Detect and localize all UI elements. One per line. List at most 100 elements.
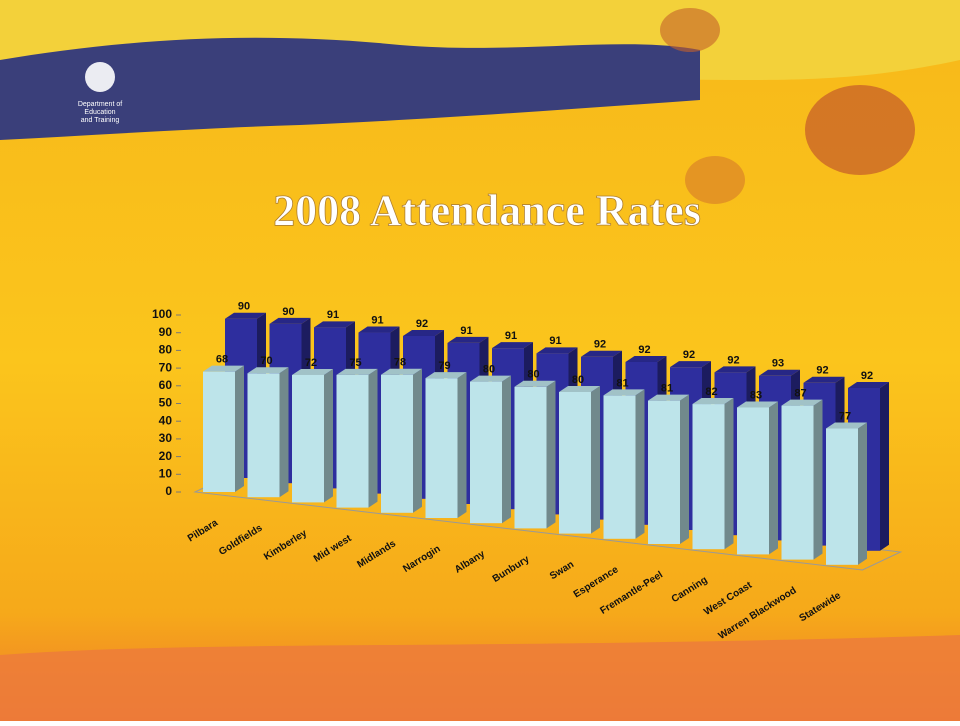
bar-top — [403, 329, 444, 336]
value-label: 91 — [371, 314, 383, 326]
value-label: 80 — [572, 374, 584, 386]
bar-top — [692, 398, 734, 405]
value-label: 90 — [238, 301, 250, 313]
bar-top — [314, 321, 355, 328]
bar-side — [724, 398, 734, 550]
bar — [470, 381, 502, 524]
value-label: 92 — [727, 354, 739, 366]
value-label: 91 — [505, 330, 517, 342]
turtle-decoration — [660, 8, 720, 52]
bar — [292, 374, 324, 503]
value-label: 68 — [216, 354, 228, 366]
bar — [336, 374, 369, 508]
bar-top — [648, 394, 689, 401]
value-label: 83 — [750, 389, 762, 401]
bar — [203, 371, 235, 492]
value-label: 91 — [460, 325, 472, 337]
value-label: 78 — [394, 357, 406, 369]
bar-top — [559, 386, 600, 392]
turtle-decoration — [805, 85, 915, 175]
bar-top — [470, 375, 511, 382]
y-tick-label: 70 — [159, 360, 173, 374]
value-label: 91 — [327, 309, 339, 321]
value-label: 92 — [594, 339, 606, 351]
value-label: 81 — [661, 383, 673, 395]
logo-text: Department of — [78, 101, 122, 108]
bar-side — [324, 368, 333, 503]
value-label: 93 — [772, 358, 784, 370]
bar-side — [235, 365, 244, 492]
bar-side — [591, 386, 600, 534]
bar-top — [803, 376, 845, 383]
chart-title: 2008 Attendance Rates — [273, 186, 701, 235]
bar-side — [680, 394, 689, 544]
bar — [781, 405, 814, 560]
bar-top — [336, 368, 378, 375]
bar-top — [492, 342, 533, 349]
bar-top — [381, 368, 422, 375]
bar-side — [769, 401, 778, 555]
bar-top — [826, 422, 867, 429]
y-tick-label: 10 — [159, 466, 173, 480]
bar-top — [670, 361, 711, 368]
bar-top — [536, 347, 578, 354]
bottom-band — [0, 635, 960, 721]
bar-top — [514, 380, 556, 387]
bar-top — [781, 399, 823, 406]
value-label: 80 — [483, 364, 495, 376]
logo-text: Education — [84, 109, 115, 116]
value-label: 91 — [549, 335, 561, 347]
bar-top — [225, 312, 266, 319]
bar-top — [625, 355, 667, 362]
bar — [603, 395, 636, 539]
bar-top — [247, 367, 289, 374]
bar-top — [848, 381, 889, 388]
value-label: 87 — [794, 388, 806, 400]
bar-top — [203, 365, 244, 372]
value-label: 75 — [349, 357, 361, 369]
bar-top — [737, 401, 778, 408]
logo-emblem — [85, 62, 115, 92]
bar — [692, 404, 725, 550]
bar-top — [425, 372, 467, 379]
value-label: 72 — [305, 357, 317, 369]
value-label: 81 — [616, 377, 628, 389]
bar — [648, 400, 680, 544]
bar-top — [447, 336, 489, 343]
bar — [381, 374, 413, 513]
bar-top — [714, 366, 756, 373]
bar-side — [635, 389, 645, 539]
bar-side — [502, 375, 511, 524]
bar — [737, 407, 769, 555]
value-label: 82 — [705, 386, 717, 398]
bar-side — [858, 422, 867, 565]
value-label: 92 — [638, 344, 650, 356]
y-tick-label: 100 — [152, 307, 172, 321]
bar-top — [292, 368, 333, 375]
bar-side — [813, 399, 823, 560]
value-label: 90 — [282, 306, 294, 318]
bar — [826, 428, 858, 565]
value-label: 92 — [683, 349, 695, 361]
logo-text: and Training — [81, 117, 120, 124]
y-tick-label: 80 — [159, 343, 173, 357]
bar — [559, 392, 591, 534]
bar-side — [279, 367, 289, 498]
value-label: 92 — [816, 365, 828, 377]
y-tick-label: 0 — [165, 484, 172, 498]
bar-side — [413, 368, 422, 513]
bar-side — [546, 380, 556, 529]
bar — [514, 386, 547, 529]
value-label: 92 — [861, 370, 873, 382]
bar-side — [880, 381, 889, 551]
bar — [425, 378, 458, 518]
turtle-decoration — [685, 156, 745, 204]
bar-top — [759, 369, 800, 376]
y-tick-label: 90 — [159, 325, 173, 339]
bar-side — [457, 372, 467, 518]
value-label: 77 — [839, 410, 851, 422]
y-tick-label: 30 — [159, 431, 173, 445]
bar-top — [581, 350, 622, 357]
value-label: 80 — [527, 369, 539, 381]
